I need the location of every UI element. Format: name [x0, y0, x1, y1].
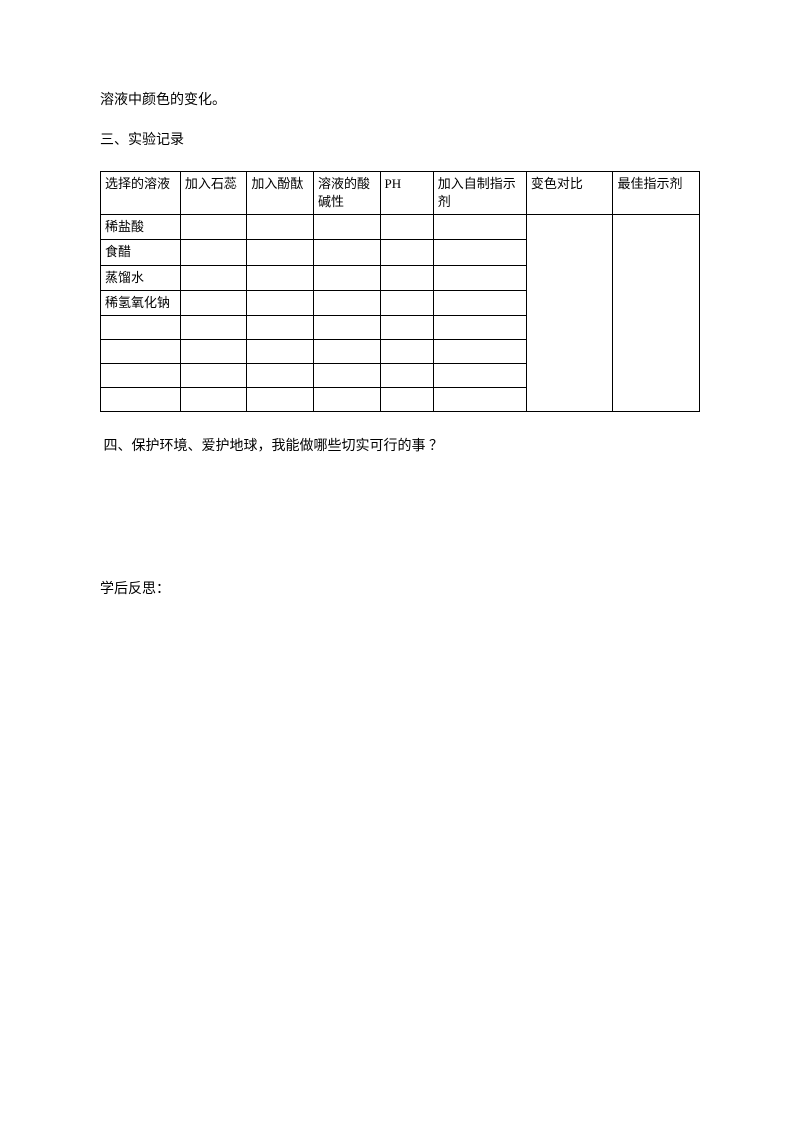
header-best-indicator: 最佳指示剂 — [613, 171, 700, 214]
section3-title: 三、实验记录 — [100, 130, 700, 152]
cell-empty — [247, 240, 314, 265]
cell-empty — [433, 387, 526, 411]
reflection-label: 学后反思： — [100, 578, 700, 598]
header-custom-indicator: 加入自制指示剂 — [433, 171, 526, 214]
cell-solution-2: 食醋 — [101, 240, 181, 265]
cell-empty — [247, 290, 314, 315]
cell-empty — [101, 339, 181, 363]
cell-empty — [313, 215, 380, 240]
cell-empty — [380, 363, 433, 387]
cell-empty — [313, 315, 380, 339]
cell-solution-1: 稀盐酸 — [101, 215, 181, 240]
cell-empty — [180, 240, 247, 265]
cell-empty — [433, 290, 526, 315]
cell-empty — [180, 215, 247, 240]
experiment-table: 选择的溶液 加入石蕊 加入酚酞 溶液的酸碱性 PH 加入自制指示剂 变色对比 最… — [100, 171, 700, 412]
cell-empty — [101, 315, 181, 339]
cell-solution-4: 稀氢氧化钠 — [101, 290, 181, 315]
cell-empty — [180, 265, 247, 290]
cell-empty — [313, 363, 380, 387]
cell-empty — [380, 339, 433, 363]
cell-empty — [247, 215, 314, 240]
cell-empty — [247, 363, 314, 387]
cell-empty — [180, 363, 247, 387]
header-solution: 选择的溶液 — [101, 171, 181, 214]
cell-empty — [180, 339, 247, 363]
cell-color-compare-merged — [526, 215, 613, 412]
header-acidity: 溶液的酸碱性 — [313, 171, 380, 214]
cell-empty — [380, 240, 433, 265]
cell-empty — [380, 315, 433, 339]
header-phenolphthalein: 加入酚酞 — [247, 171, 314, 214]
cell-empty — [313, 387, 380, 411]
cell-empty — [433, 363, 526, 387]
cell-empty — [180, 315, 247, 339]
header-color-compare: 变色对比 — [526, 171, 613, 214]
cell-empty — [247, 265, 314, 290]
cell-empty — [180, 290, 247, 315]
cell-empty — [247, 387, 314, 411]
intro-paragraph: 溶液中颜色的变化。 — [100, 90, 700, 112]
cell-empty — [380, 215, 433, 240]
section4-question: 四、保护环境、爱护地球，我能做哪些切实可行的事 ？ — [100, 436, 700, 458]
cell-empty — [101, 363, 181, 387]
header-litmus: 加入石蕊 — [180, 171, 247, 214]
cell-empty — [433, 240, 526, 265]
cell-empty — [380, 290, 433, 315]
cell-empty — [180, 387, 247, 411]
cell-empty — [247, 339, 314, 363]
cell-empty — [313, 265, 380, 290]
cell-empty — [247, 315, 314, 339]
cell-solution-3: 蒸馏水 — [101, 265, 181, 290]
cell-empty — [380, 265, 433, 290]
table-row: 稀盐酸 — [101, 215, 700, 240]
cell-empty — [433, 315, 526, 339]
cell-empty — [313, 339, 380, 363]
cell-empty — [433, 215, 526, 240]
cell-empty — [433, 339, 526, 363]
cell-best-indicator-merged — [613, 215, 700, 412]
header-ph: PH — [380, 171, 433, 214]
cell-empty — [380, 387, 433, 411]
table-header-row: 选择的溶液 加入石蕊 加入酚酞 溶液的酸碱性 PH 加入自制指示剂 变色对比 最… — [101, 171, 700, 214]
cell-empty — [313, 240, 380, 265]
cell-empty — [101, 387, 181, 411]
cell-empty — [313, 290, 380, 315]
cell-empty — [433, 265, 526, 290]
